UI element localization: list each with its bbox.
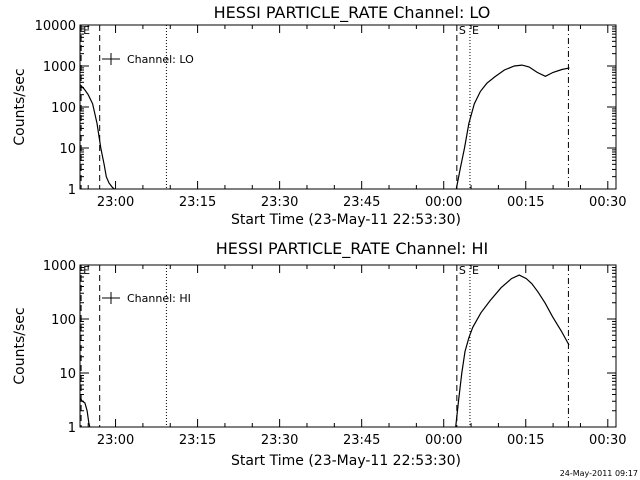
y-tick-label: 10 — [59, 142, 76, 157]
y-tick-label: 1000 — [43, 60, 76, 75]
y-tick-label: 1000 — [43, 259, 76, 274]
x-axis-ticks: 23:00 23:15 23:30 23:45 00:00 00:15 00:30 — [87, 25, 627, 210]
y-tick-label: 10000 — [35, 19, 76, 34]
chart-title: HESSI PARTICLE_RATE Channel: LO — [214, 3, 491, 23]
y-tick-label: 10 — [59, 367, 76, 382]
y-axis-ticks: 1 10 100 1000 10000 — [35, 19, 616, 198]
chart-title: HESSI PARTICLE_RATE Channel: HI — [216, 239, 489, 259]
series-line — [79, 84, 115, 190]
x-axis-label: Start Time (23-May-11 22:53:30) — [231, 453, 461, 469]
marker-label: S — [459, 264, 466, 277]
x-tick-label: 00:15 — [507, 433, 544, 448]
y-tick-label: 100 — [51, 101, 76, 116]
x-tick-label: 23:45 — [343, 433, 380, 448]
x-tick-label: 23:00 — [97, 433, 134, 448]
y-tick-label: 100 — [51, 313, 76, 328]
y-axis-ticks: 1 10 100 1000 — [43, 259, 616, 436]
legend: Channel: HI — [102, 292, 191, 305]
x-tick-label: 23:30 — [261, 195, 298, 210]
y-axis-label: Counts/sec — [12, 68, 28, 145]
x-tick-label: 23:45 — [343, 195, 380, 210]
x-tick-label: 00:30 — [589, 433, 626, 448]
plot-frame — [79, 264, 617, 428]
series-line — [455, 64, 570, 190]
x-tick-label: 23:15 — [179, 195, 216, 210]
x-tick-label: 00:15 — [507, 195, 544, 210]
x-tick-label: 23:15 — [179, 433, 216, 448]
x-axis-label: Start Time (23-May-11 22:53:30) — [231, 212, 461, 228]
legend-label: Channel: LO — [127, 53, 194, 66]
x-tick-label: 23:30 — [261, 433, 298, 448]
x-tick-label: 00:00 — [425, 433, 462, 448]
series-line — [455, 274, 570, 428]
y-tick-label: 1 — [68, 421, 76, 436]
marker-label: E — [472, 264, 479, 277]
marker-label: E — [83, 24, 90, 37]
x-axis-ticks: 23:00 23:15 23:30 23:45 00:00 00:15 00:30 — [87, 265, 627, 448]
x-tick-label: 23:00 — [97, 195, 134, 210]
data-series — [79, 64, 570, 190]
marker-label: E — [83, 264, 90, 277]
series-line — [79, 397, 91, 428]
marker-label: E — [472, 24, 479, 37]
y-axis-label: Counts/sec — [12, 307, 28, 384]
footer-timestamp: 24-May-2011 09:17 — [560, 469, 638, 478]
legend: Channel: LO — [102, 53, 194, 66]
x-tick-label: 00:00 — [425, 195, 462, 210]
plot-frame — [79, 24, 617, 190]
legend-label: Channel: HI — [127, 292, 191, 305]
y-tick-label: 1 — [68, 183, 76, 198]
x-tick-label: 00:30 — [589, 195, 626, 210]
marker-label: S — [459, 24, 466, 37]
data-series — [79, 274, 570, 428]
